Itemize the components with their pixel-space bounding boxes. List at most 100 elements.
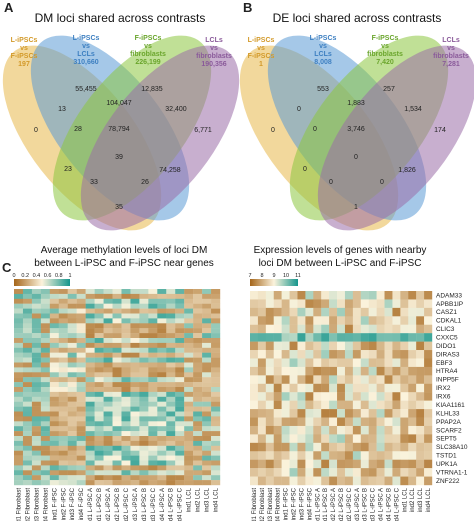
panel-d-cell (400, 425, 409, 435)
panel-c-cell (193, 333, 203, 339)
panel-c-cell (148, 426, 158, 432)
panel-d-cell (273, 291, 282, 300)
panel-c-cell (58, 323, 68, 329)
panel-c-cell (121, 289, 131, 295)
panel-c-cell (67, 347, 77, 353)
panel-d-cell (329, 366, 338, 376)
panel-c-cell (76, 347, 86, 353)
panel-c-cell (22, 440, 33, 446)
panel-d-cell (250, 324, 259, 334)
panel-c-cell (202, 440, 212, 446)
panel-c-cell (76, 396, 86, 402)
panel-c-cell (157, 347, 167, 353)
panel-c-letter: C (2, 260, 12, 275)
panel-c-cell (22, 382, 33, 388)
panel-d-cell (384, 476, 393, 486)
panel-c-cell (94, 382, 104, 388)
panel-c-cell (14, 313, 24, 319)
panel-d-cell (257, 451, 267, 460)
panel-d-cell (313, 324, 322, 334)
venn-a-region-1: 0 (34, 127, 38, 134)
panel-d-cell (352, 442, 361, 452)
panel-c-cell (112, 401, 122, 407)
panel-c-scale-tick: 0.4 (33, 273, 41, 279)
panel-d-sample-label: ind1 Fibroblast (252, 488, 258, 521)
panel-c-cell (175, 372, 185, 378)
panel-c-cell (76, 323, 86, 329)
panel-c-cell (40, 323, 51, 329)
panel-c-cell (175, 440, 185, 446)
panel-c-cell (184, 338, 194, 344)
panel-c-cell (31, 470, 42, 476)
panel-d-cell (281, 307, 290, 317)
panel-d-sample-label: ind4 F-iPSC (307, 487, 313, 520)
panel-c-cell (157, 293, 167, 299)
panel-c-cell (184, 450, 194, 456)
panel-c-cell (14, 411, 24, 417)
panel-c-sample-label: ind4 F-iPSC (79, 487, 85, 520)
panel-d-cell (408, 392, 417, 401)
panel-c-cell (175, 323, 185, 329)
panel-c-cell (40, 308, 51, 314)
panel-d-cell (384, 350, 393, 359)
panel-c-cell (202, 362, 212, 368)
panel-c-cell (40, 382, 51, 388)
panel-c-cell (211, 396, 221, 402)
panel-c-cell (31, 401, 42, 407)
panel-d-cell (281, 425, 290, 435)
panel-c-cell (211, 328, 221, 334)
panel-c-cell (148, 318, 158, 324)
panel-d-cell (424, 299, 433, 309)
panel-d-cell (392, 476, 401, 486)
panel-c-cell (148, 455, 158, 461)
panel-c-cell (130, 421, 140, 427)
panel-c-cell (193, 426, 203, 432)
panel-c-cell (76, 293, 86, 299)
panel-c-cell (31, 382, 42, 388)
panel-c-cell (67, 382, 77, 388)
panel-c-cell (58, 440, 68, 446)
panel-c-cell (94, 475, 104, 481)
panel-d-title-line1: Expression levels of genes with nearby (254, 245, 427, 256)
panel-d-cell (273, 299, 282, 309)
panel-c-cell (157, 362, 167, 368)
panel-d-cell (273, 333, 282, 342)
panel-c-cell (85, 367, 95, 373)
panel-d-cell (281, 468, 290, 477)
panel-c-cell (31, 465, 42, 471)
panel-d-cell (289, 451, 298, 460)
panel-c-cell (103, 450, 113, 456)
panel-c-cell (49, 382, 59, 388)
panel-c-cell (121, 436, 131, 442)
venn-b-region-8: 0 (313, 126, 317, 133)
panel-d-cell (424, 358, 433, 368)
panel-c-cell (31, 303, 42, 309)
venn-b-region-2: 553 (317, 86, 329, 93)
panel-c-cell (148, 391, 158, 397)
panel-c-cell (157, 303, 167, 309)
panel-d-cell (344, 476, 354, 486)
panel-c-cell (202, 372, 212, 378)
panel-c-cell (49, 289, 59, 295)
panel-d-cell (408, 409, 417, 418)
panel-d-cell (321, 400, 330, 410)
panel-c-cell (40, 401, 51, 407)
panel-d-scale-bar (250, 279, 298, 286)
panel-d-cell (392, 459, 401, 469)
panel-c-cell (202, 431, 212, 437)
panel-c-cell (130, 470, 140, 476)
panel-c-cell (22, 396, 33, 402)
panel-c-cell (211, 416, 221, 422)
panel-c-cell (139, 475, 149, 481)
panel-c-cell (139, 445, 149, 451)
panel-d-cell (360, 392, 369, 401)
panel-d-cell (400, 451, 409, 460)
panel-c-cell (202, 387, 212, 393)
panel-d-cell (257, 476, 267, 486)
panel-c-cell (157, 289, 167, 295)
panel-d-cell (392, 409, 401, 418)
panel-c-cell (193, 382, 203, 388)
panel-d-cell (408, 442, 417, 452)
panel-d-cell (313, 425, 322, 435)
